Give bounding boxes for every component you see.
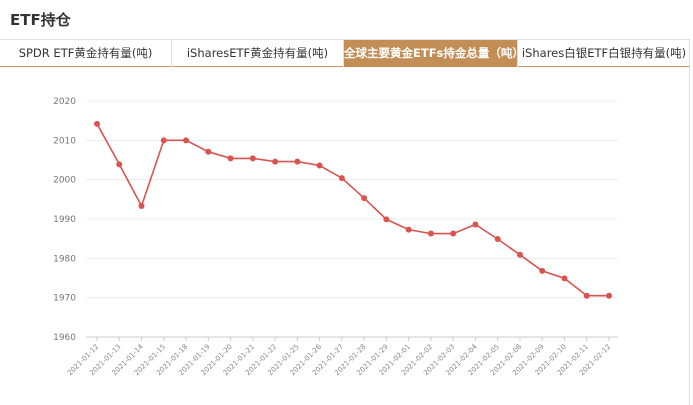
data-point[interactable] bbox=[138, 203, 145, 210]
data-point[interactable] bbox=[583, 292, 590, 299]
data-point[interactable] bbox=[272, 158, 279, 165]
y-tick-label: 2000 bbox=[53, 176, 76, 186]
data-point[interactable] bbox=[116, 161, 123, 168]
data-point[interactable] bbox=[450, 230, 457, 237]
page-title: ETF持仓 bbox=[10, 11, 71, 29]
y-tick-label: 2020 bbox=[53, 97, 76, 107]
data-point[interactable] bbox=[561, 275, 568, 282]
header: ETF持仓 bbox=[0, 0, 693, 38]
data-point[interactable] bbox=[427, 230, 434, 237]
data-point[interactable] bbox=[316, 162, 323, 169]
y-tick-label: 1970 bbox=[53, 294, 76, 304]
data-point[interactable] bbox=[338, 175, 345, 182]
data-point[interactable] bbox=[294, 158, 301, 165]
data-point[interactable] bbox=[94, 120, 100, 127]
data-point[interactable] bbox=[205, 148, 212, 155]
series-line bbox=[96, 123, 609, 297]
data-point[interactable] bbox=[249, 155, 256, 162]
y-tick-label: 1980 bbox=[53, 254, 76, 264]
data-point[interactable] bbox=[160, 137, 167, 144]
line-chart: 1960 1970 1980 1990 2000 2010 2020 2021-01-12 20… bbox=[0, 68, 689, 405]
tab-ishares-gold-holdings[interactable]: iSharesETF黄金持有量(吨) bbox=[172, 40, 344, 67]
data-point[interactable] bbox=[494, 236, 501, 243]
data-point[interactable] bbox=[183, 137, 190, 144]
tab-bar: SPDR ETF黄金持有量(吨) iSharesETF黄金持有量(吨) 全球主要… bbox=[0, 39, 690, 67]
data-point[interactable] bbox=[405, 226, 412, 233]
right-border bbox=[689, 39, 690, 405]
tab-spdr-gold-holdings[interactable]: SPDR ETF黄金持有量(吨) bbox=[0, 40, 172, 67]
y-tick-label: 1990 bbox=[53, 215, 76, 225]
data-point[interactable] bbox=[383, 216, 390, 223]
data-point[interactable] bbox=[361, 195, 368, 202]
chart-svg: 19601970198019902000201020202021-01-1220… bbox=[53, 97, 618, 377]
data-point[interactable] bbox=[472, 221, 479, 228]
tab-global-gold-etf-holdings[interactable]: 全球主要黄金ETFs持金总量（吨） bbox=[344, 40, 518, 67]
data-point[interactable] bbox=[516, 251, 523, 258]
y-tick-label: 1960 bbox=[53, 333, 76, 343]
data-point[interactable] bbox=[539, 267, 546, 274]
y-tick-label: 2010 bbox=[53, 136, 76, 146]
data-point[interactable] bbox=[606, 292, 612, 299]
tab-ishares-silver-holdings[interactable]: iShares白银ETF白银持有量(吨) bbox=[521, 46, 687, 60]
data-point[interactable] bbox=[227, 155, 234, 162]
